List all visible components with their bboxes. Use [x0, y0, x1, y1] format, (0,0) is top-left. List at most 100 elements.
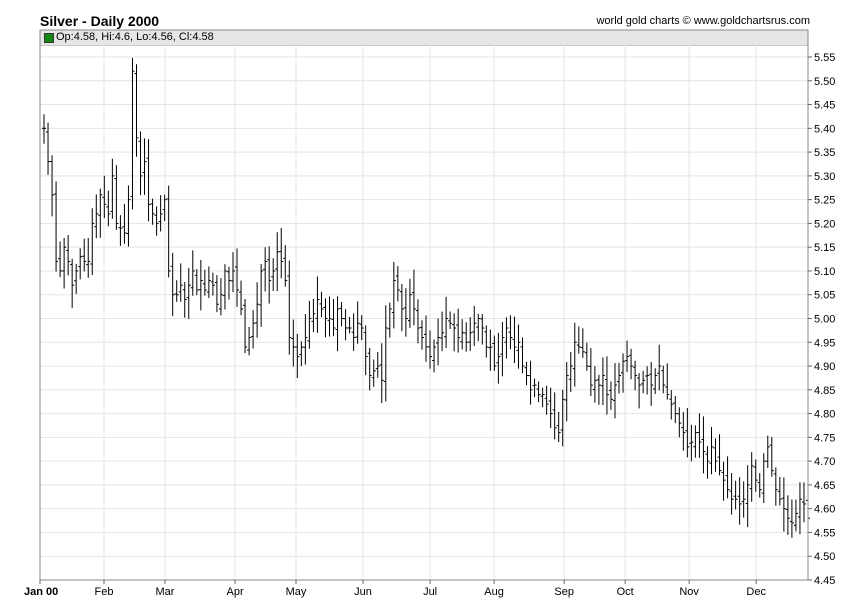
ohlc-readout-bar: Op:4.58, Hi:4.6, Lo:4.56, Cl:4.58 — [40, 30, 808, 46]
ohlc-bar — [512, 316, 517, 364]
ohlc-bar — [604, 356, 609, 415]
ohlc-bar — [448, 311, 453, 329]
ohlc-bar — [335, 296, 340, 352]
ohlc-bar — [769, 436, 774, 477]
ohlc-bar — [633, 360, 638, 391]
ohlc-bar — [749, 452, 754, 502]
ohlc-bar — [150, 198, 155, 225]
x-tick-label: Jun — [354, 586, 372, 598]
ohlc-bar — [717, 434, 722, 476]
ohlc-bar — [78, 248, 83, 280]
ohlc-bar — [797, 482, 802, 535]
ohlc-bar — [540, 387, 545, 408]
ohlc-bar — [777, 476, 782, 506]
plot-frame — [39, 29, 809, 581]
y-tick-label: 4.95 — [814, 337, 835, 349]
ohlc-bar — [299, 341, 304, 367]
ohlc-bar — [705, 446, 710, 479]
ohlc-bar — [182, 282, 187, 318]
x-tick-label: Sep — [554, 586, 574, 598]
y-tick-label: 5.55 — [814, 52, 835, 64]
ohlc-bar — [407, 278, 412, 328]
ohlc-bar — [130, 57, 135, 210]
y-tick-label: 5.05 — [814, 290, 835, 302]
ohlc-bar — [524, 361, 529, 386]
ohlc-bar — [596, 374, 601, 405]
ohlc-bar — [387, 302, 392, 338]
ohlc-bar — [673, 396, 678, 424]
ohlc-bar — [472, 305, 477, 347]
y-tick-label: 4.90 — [814, 361, 835, 373]
ohlc-bar — [765, 435, 770, 468]
ohlc-bar — [363, 325, 368, 376]
ohlc-bar — [801, 482, 806, 523]
ohlc-bar — [311, 298, 316, 333]
ohlc-bar — [403, 288, 408, 337]
ohlc-bar — [697, 413, 702, 458]
ohlc-bar — [162, 194, 167, 222]
ohlc-bar — [166, 185, 171, 278]
ohlc-bar — [480, 314, 485, 345]
ohlc-bar — [785, 495, 790, 535]
ohlc-bar — [484, 325, 489, 358]
ohlc-bar — [621, 353, 626, 393]
ohlc-bar — [681, 412, 686, 451]
ohlc-bar — [275, 232, 280, 292]
ohlc-bar — [106, 190, 111, 227]
ohlc-bar — [476, 313, 481, 342]
ohlc-bar — [629, 348, 634, 380]
ohlc-bar — [138, 131, 143, 196]
ohlc-bar — [198, 259, 203, 311]
ohlc-bar — [793, 499, 798, 532]
ohlc-bar — [263, 247, 268, 292]
y-tick-label: 5.10 — [814, 266, 835, 278]
ohlc-bar — [158, 195, 163, 232]
ohlc-bar — [122, 203, 127, 244]
ohlc-bar — [214, 275, 219, 313]
ohlc-bar — [46, 122, 51, 175]
ohlc-bar — [496, 332, 501, 384]
ohlc-bar — [126, 185, 131, 247]
ohlc-bar — [279, 227, 284, 279]
ohlc-bar — [520, 337, 525, 374]
ohlc-bar — [677, 407, 682, 438]
y-tick-label: 4.45 — [814, 575, 835, 587]
y-tick-label: 4.80 — [814, 409, 835, 421]
ohlc-bar — [500, 321, 505, 377]
ohlc-bar — [383, 305, 388, 402]
ohlc-bar — [186, 267, 191, 319]
ohlc-bar — [271, 258, 276, 292]
ohlc-bar — [685, 407, 690, 458]
ohlc-bar — [259, 263, 264, 327]
y-tick-label: 5.40 — [814, 123, 835, 135]
ohlc-bar — [315, 276, 320, 333]
ohlc-bar — [70, 258, 75, 308]
ohlc-bar — [456, 308, 461, 353]
ohlc-bar — [295, 333, 300, 379]
ohlc-bar — [287, 260, 292, 355]
ohlc-bar — [432, 339, 437, 373]
ohlc-bars — [42, 57, 810, 538]
ohlc-bar — [371, 359, 376, 387]
ohlc-bar — [98, 188, 103, 238]
y-tick-label: 5.35 — [814, 147, 835, 159]
x-tick-label: Feb — [95, 586, 114, 598]
ohlc-bar — [170, 252, 175, 317]
ohlc-bar — [452, 313, 457, 352]
ohlc-bar — [194, 269, 199, 296]
ohlc-bar — [235, 248, 240, 307]
ohlc-bar — [548, 387, 553, 429]
ohlc-bar — [580, 328, 585, 358]
ohlc-bar — [359, 315, 364, 341]
x-tick-label: May — [286, 586, 307, 598]
x-tick-label: Mar — [155, 586, 174, 598]
ohlc-bar — [134, 64, 139, 157]
ohlc-bar — [745, 465, 750, 528]
grid-lines — [40, 45, 808, 581]
ohlc-bar — [331, 298, 336, 337]
ohlc-bar — [58, 241, 63, 278]
ohlc-bar — [637, 373, 642, 409]
ohlc-bar — [532, 378, 537, 398]
ohlc-bar — [789, 499, 794, 538]
y-tick-label: 5.15 — [814, 242, 835, 254]
